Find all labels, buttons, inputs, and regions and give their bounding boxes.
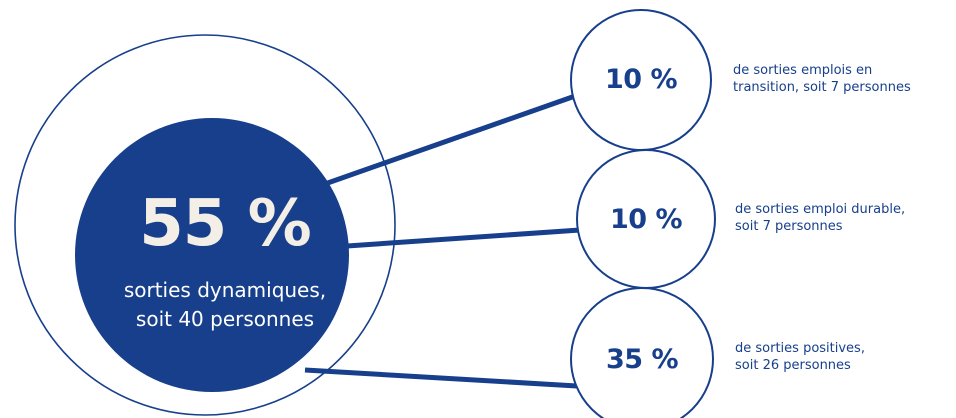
connector-line-2: [302, 227, 581, 252]
item-percentage-2: 10 %: [609, 204, 683, 235]
main-caption-line-2: soit 40 personnes: [135, 307, 315, 331]
main-caption-line-1: sorties dynamiques,: [123, 278, 327, 302]
item-circle-3: [570, 287, 714, 418]
connector-line-1: [284, 92, 579, 201]
connector-line-3: [304, 367, 578, 389]
item-description-3: de sorties positives, soit 26 personnes: [735, 340, 865, 374]
item-percentage-3: 35 %: [605, 344, 679, 375]
item-description-1: de sorties emplois en transition, soit 7…: [733, 62, 911, 96]
item-description-1-line-2: transition, soit 7 personnes: [733, 80, 911, 95]
item-description-2-line-1: de sorties emploi durable,: [735, 202, 906, 217]
item-description-3-line-1: de sorties positives,: [735, 341, 865, 356]
main-circle: [75, 118, 349, 392]
main-percentage: 55 %: [139, 187, 311, 261]
item-description-2-line-2: soit 7 personnes: [735, 219, 843, 234]
item-description-3-line-2: soit 26 personnes: [735, 358, 851, 373]
main-caption: sorties dynamiques, soit 40 personnes: [60, 276, 390, 334]
item-description-1-line-1: de sorties emplois en: [733, 63, 873, 78]
item-percentage-1: 10 %: [604, 64, 678, 95]
item-description-2: de sorties emploi durable, soit 7 person…: [735, 201, 905, 235]
